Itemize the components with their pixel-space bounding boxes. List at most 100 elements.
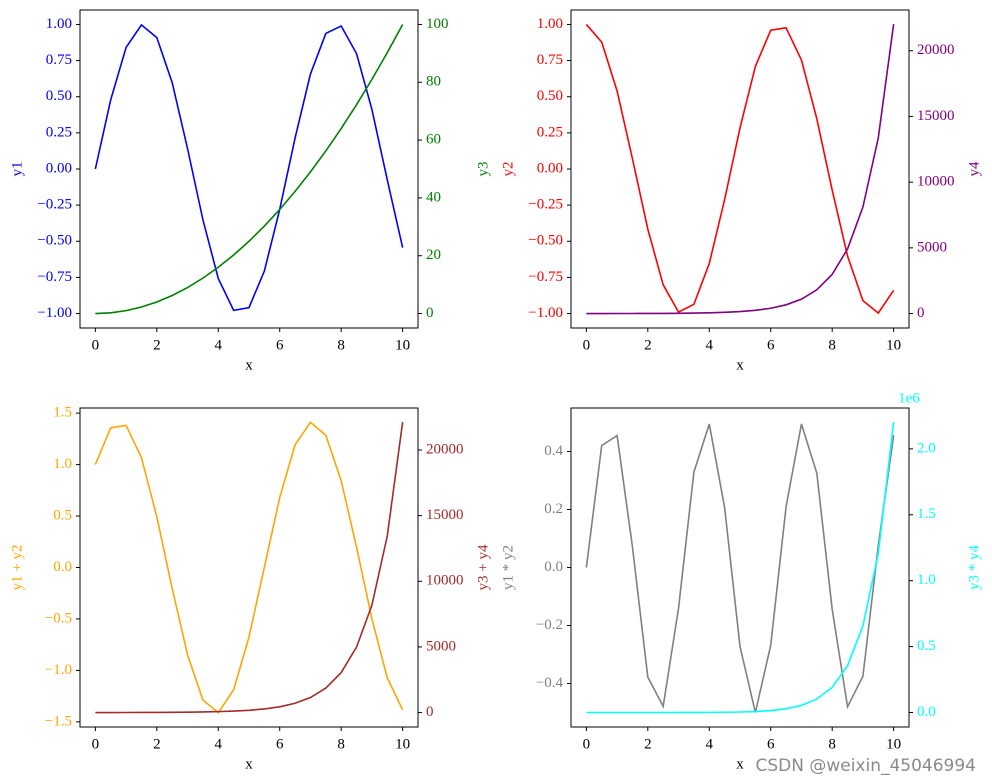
x-tick-label: 2 xyxy=(153,337,161,353)
y-tick-label: 0.00 xyxy=(46,160,72,176)
y-axis-label: y1 + y2 xyxy=(9,545,25,591)
x-tick-label: 6 xyxy=(767,337,775,353)
y-tick-label: −1.5 xyxy=(45,713,72,729)
y-tick-label: 0.2 xyxy=(544,501,563,517)
x-tick-label: 10 xyxy=(886,736,901,752)
x-tick-label: 4 xyxy=(215,337,223,353)
y-tick-label: 0.75 xyxy=(46,52,72,68)
axes-frame xyxy=(79,9,419,329)
y-tick-label: 0.75 xyxy=(537,52,563,68)
x-tick-label: 6 xyxy=(767,736,775,752)
y2-tick-label: 10000 xyxy=(426,573,464,589)
y-tick-label: 0.00 xyxy=(537,160,563,176)
y2-tick-label: 0 xyxy=(426,704,434,720)
y-tick-label: −1.0 xyxy=(45,662,72,678)
line-series xyxy=(585,423,895,713)
x-tick-label: 2 xyxy=(153,736,161,752)
y2-tick-label: 20 xyxy=(426,247,441,263)
y2-offset-text: 1e6 xyxy=(898,390,920,406)
y2-tick-label: 1.0 xyxy=(917,572,936,588)
y-tick-label: −0.75 xyxy=(37,269,72,285)
x-tick-label: 10 xyxy=(886,337,901,353)
y-tick-label: 1.00 xyxy=(46,16,72,32)
y2-tick-label: 10000 xyxy=(917,174,955,190)
x-tick-label: 0 xyxy=(92,736,100,752)
y-tick-label: 1.5 xyxy=(53,405,72,421)
line-series xyxy=(94,421,404,714)
y2-axis-label: y3 + y4 xyxy=(475,544,491,590)
x-tick-label: 10 xyxy=(395,736,410,752)
y2-tick-label: 100 xyxy=(426,16,449,32)
y2-tick-label: 15000 xyxy=(917,108,955,124)
y2-axis-label: y4 xyxy=(966,161,982,177)
y-tick-label: 0.5 xyxy=(53,507,72,523)
x-tick-label: 4 xyxy=(706,337,714,353)
y-tick-label: 0.25 xyxy=(46,124,72,140)
y2-tick-label: 5000 xyxy=(426,638,456,654)
y-tick-label: 0.25 xyxy=(537,124,563,140)
y2-tick-label: 0.5 xyxy=(917,638,936,654)
y-tick-label: 1.0 xyxy=(53,456,72,472)
y2-axis-label: y3 xyxy=(475,162,491,177)
x-tick-label: 6 xyxy=(276,736,284,752)
y2-tick-label: 2.0 xyxy=(917,440,936,456)
x-tick-label: 0 xyxy=(583,337,591,353)
y-tick-label: −0.4 xyxy=(536,675,564,691)
x-tick-label: 4 xyxy=(215,736,223,752)
x-tick-label: 8 xyxy=(828,337,836,353)
y-tick-label: 0.50 xyxy=(46,88,72,104)
y-tick-label: 0.50 xyxy=(537,88,563,104)
y2-tick-label: 40 xyxy=(426,189,441,205)
y-tick-label: −0.75 xyxy=(528,269,563,285)
y-tick-label: 1.00 xyxy=(537,16,563,32)
y-tick-label: −0.25 xyxy=(528,197,563,213)
y-tick-label: −0.50 xyxy=(528,233,563,249)
y2-tick-label: 80 xyxy=(426,74,441,90)
y-axis-label: y1 * y2 xyxy=(500,545,516,590)
x-tick-label: 10 xyxy=(395,337,410,353)
y2-tick-label: 20000 xyxy=(426,441,464,457)
x-tick-label: 0 xyxy=(92,337,100,353)
x-tick-label: 0 xyxy=(583,736,591,752)
y-tick-label: −0.5 xyxy=(45,610,72,626)
x-tick-label: 8 xyxy=(828,736,836,752)
y-tick-label: −1.00 xyxy=(37,305,72,321)
x-tick-label: 2 xyxy=(644,736,652,752)
y2-tick-label: 60 xyxy=(426,132,441,148)
axes-frame xyxy=(570,407,910,728)
y-axis-label: y1 xyxy=(9,162,25,177)
x-tick-label: 4 xyxy=(706,736,714,752)
line-series xyxy=(94,23,404,312)
line-series xyxy=(585,23,895,315)
y2-tick-label: 1.5 xyxy=(917,506,936,522)
y2-tick-label: 5000 xyxy=(917,239,947,255)
y2-tick-label: 15000 xyxy=(426,507,464,523)
y-tick-label: 0.0 xyxy=(544,559,563,575)
x-axis-label: x xyxy=(245,756,253,772)
y2-tick-label: 20000 xyxy=(917,42,955,58)
y2-axis-label: y3 * y4 xyxy=(966,545,982,591)
line-series xyxy=(586,422,895,714)
y-tick-label: −0.50 xyxy=(37,233,72,249)
x-tick-label: 8 xyxy=(337,736,345,752)
x-tick-label: 2 xyxy=(644,337,652,353)
y2-tick-label: 0 xyxy=(426,305,434,321)
watermark: CSDN @weixin_45046994 xyxy=(755,756,976,776)
y-tick-label: −0.2 xyxy=(536,617,563,633)
y-tick-label: −0.25 xyxy=(37,197,72,213)
x-axis-label: x xyxy=(736,357,744,373)
line-series xyxy=(95,24,404,315)
y-tick-label: −1.00 xyxy=(528,305,563,321)
x-tick-label: 6 xyxy=(276,337,284,353)
axes-frame xyxy=(79,407,419,728)
y2-tick-label: 0 xyxy=(917,305,925,321)
x-axis-label: x xyxy=(736,756,744,772)
y-tick-label: 0.0 xyxy=(53,559,72,575)
line-series xyxy=(95,421,404,714)
y-axis-label: y2 xyxy=(500,162,516,177)
y2-tick-label: 0.0 xyxy=(917,704,936,720)
x-tick-label: 8 xyxy=(337,337,345,353)
line-series xyxy=(586,24,895,315)
y-tick-label: 0.4 xyxy=(544,443,563,459)
